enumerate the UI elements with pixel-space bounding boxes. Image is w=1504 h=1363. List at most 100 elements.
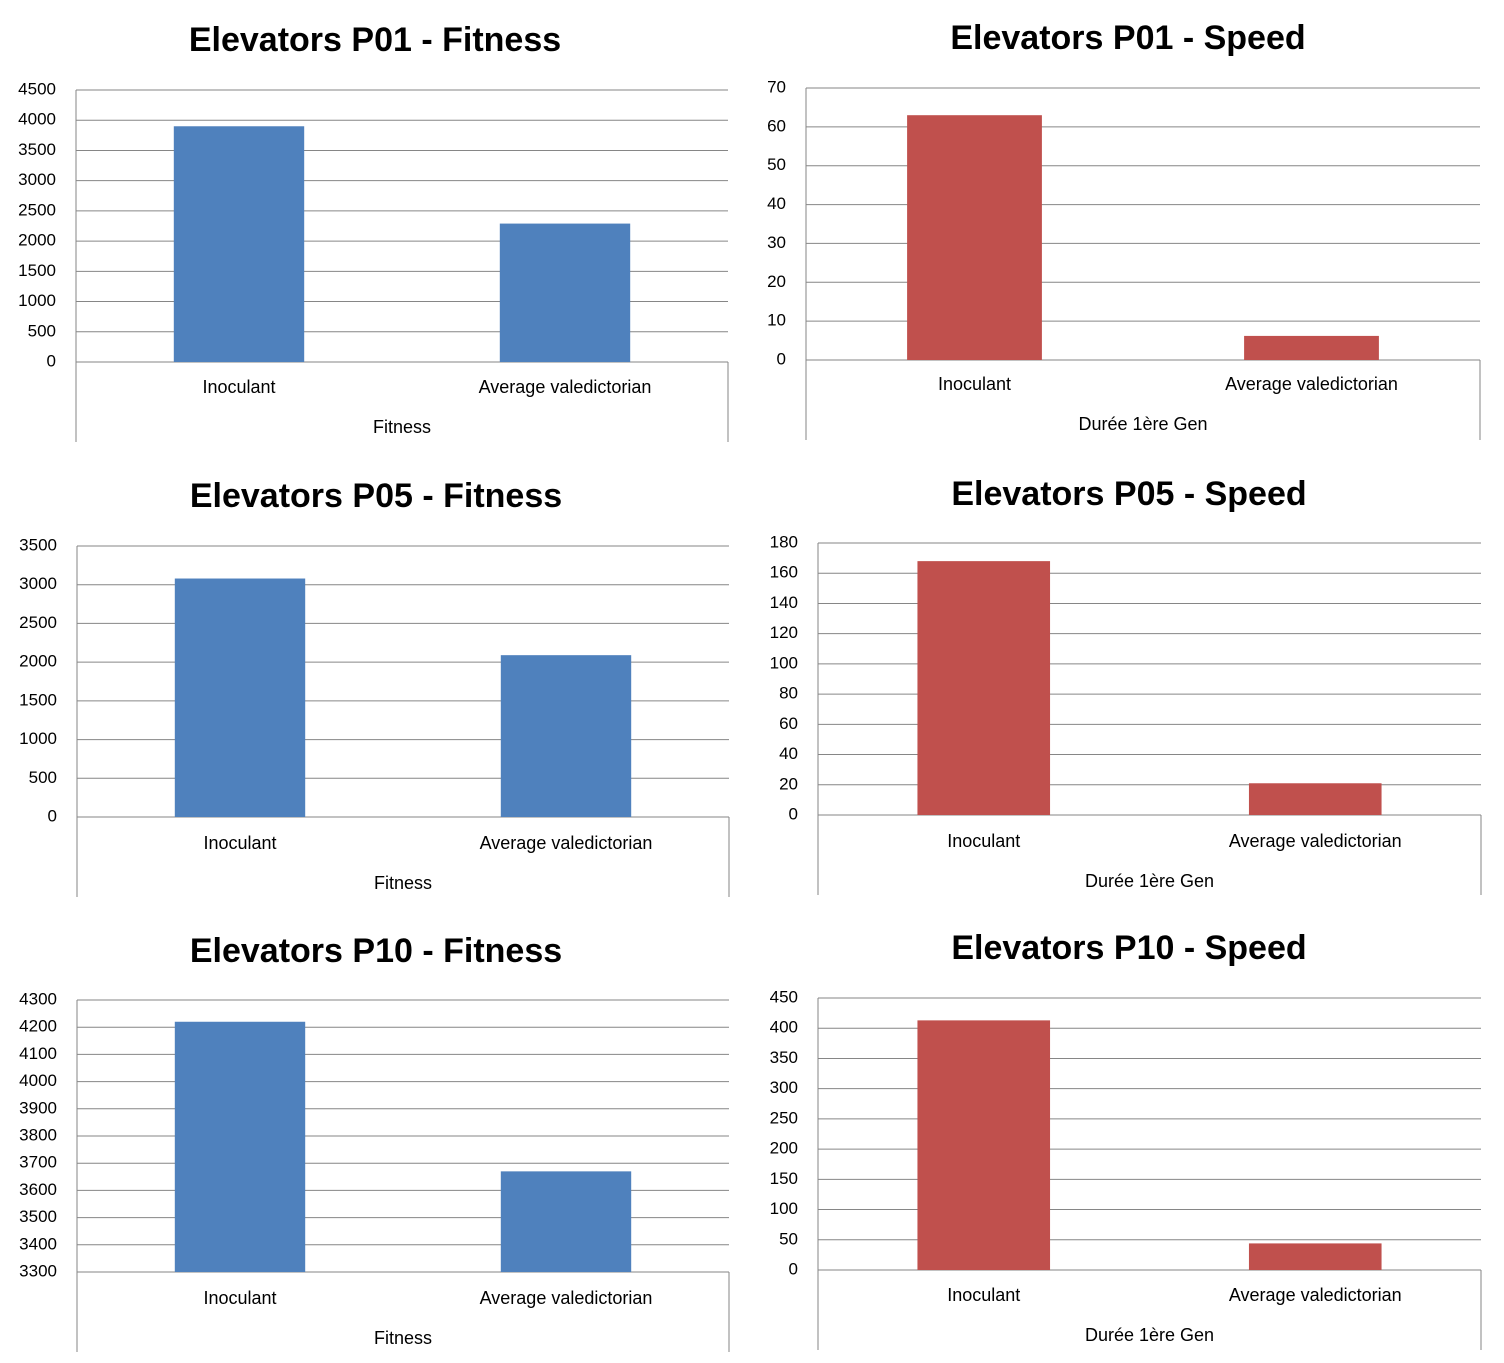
y-tick-label: 60	[767, 116, 786, 135]
category-label: Inoculant	[938, 374, 1011, 394]
chart-title: Elevators P05 - Speed	[951, 475, 1306, 513]
y-tick-label: 0	[48, 806, 57, 825]
bar-average-valedictorian	[500, 655, 632, 817]
category-label: Inoculant	[203, 1288, 276, 1308]
y-tick-label: 2000	[19, 652, 57, 671]
y-tick-label: 1500	[18, 261, 56, 280]
category-label: Inoculant	[203, 833, 276, 853]
category-label: Inoculant	[947, 1285, 1020, 1305]
y-tick-label: 140	[770, 593, 798, 612]
chart-panel-3: Elevators P05 - Fitness 0 500 1000 1500 2000 2…	[19, 477, 730, 897]
y-tick-label: 100	[770, 653, 798, 672]
y-tick-label: 40	[767, 194, 786, 213]
y-tick-label: 70	[767, 77, 786, 96]
y-tick-label: 3600	[19, 1180, 57, 1199]
bar-inoculant	[173, 126, 305, 363]
x-axis-title: Fitness	[374, 873, 432, 893]
y-tick-label: 350	[770, 1048, 798, 1067]
y-tick-label: 50	[779, 1229, 798, 1248]
y-tick-label: 120	[770, 623, 798, 642]
y-tick-label: 400	[770, 1018, 798, 1037]
y-tick-label: 10	[767, 311, 786, 330]
bar-average-valedictorian	[1248, 783, 1382, 815]
chart-panel-1: Elevators P01 - Fitness 0 500 1000 1500 2000 2…	[18, 21, 729, 442]
bar-inoculant	[907, 115, 1042, 360]
category-label: Average valedictorian	[1225, 374, 1398, 394]
y-tick-label: 180	[770, 532, 798, 551]
y-tick-label: 100	[770, 1199, 798, 1218]
bar-average-valedictorian	[499, 223, 631, 362]
y-tick-label: 60	[779, 714, 798, 733]
y-tick-label: 4100	[19, 1044, 57, 1063]
y-tick-label: 3000	[18, 170, 56, 189]
bar-inoculant	[174, 1021, 306, 1272]
x-axis-title: Durée 1ère Gen	[1085, 871, 1214, 891]
y-tick-label: 3000	[19, 574, 57, 593]
category-label: Inoculant	[202, 377, 275, 397]
y-tick-label: 1500	[19, 690, 57, 709]
x-axis-title: Durée 1ère Gen	[1085, 1325, 1214, 1345]
category-label: Average valedictorian	[1229, 1285, 1402, 1305]
y-tick-label: 2000	[18, 231, 56, 250]
category-label: Average valedictorian	[1229, 831, 1402, 851]
y-tick-label: 4200	[19, 1017, 57, 1036]
x-axis-title: Durée 1ère Gen	[1078, 414, 1207, 434]
chart-title: Elevators P10 - Speed	[951, 929, 1306, 967]
y-tick-label: 40	[779, 744, 798, 763]
y-tick-label: 0	[789, 804, 798, 823]
category-label: Inoculant	[947, 831, 1020, 851]
y-tick-label: 0	[47, 351, 56, 370]
y-tick-label: 3500	[19, 1207, 57, 1226]
y-tick-label: 3500	[18, 140, 56, 159]
y-tick-label: 300	[770, 1078, 798, 1097]
x-axis-title: Fitness	[374, 1328, 432, 1348]
y-tick-label: 80	[779, 684, 798, 703]
category-label: Average valedictorian	[480, 1288, 653, 1308]
y-tick-label: 4500	[18, 79, 56, 98]
y-tick-label: 20	[779, 774, 798, 793]
y-tick-label: 450	[770, 987, 798, 1006]
y-tick-label: 20	[767, 272, 786, 291]
x-axis-title: Fitness	[373, 417, 431, 437]
category-label: Average valedictorian	[479, 377, 652, 397]
y-tick-label: 3400	[19, 1234, 57, 1253]
y-tick-label: 2500	[19, 613, 57, 632]
bar-average-valedictorian	[1248, 1243, 1382, 1270]
bar-inoculant	[917, 1020, 1051, 1270]
y-tick-label: 4300	[19, 989, 57, 1008]
y-tick-label: 150	[770, 1169, 798, 1188]
y-tick-label: 1000	[18, 291, 56, 310]
y-tick-label: 3500	[19, 535, 57, 554]
y-tick-label: 0	[789, 1259, 798, 1278]
chart-panel-4: Elevators P05 - Speed 0 20 40 60 80 100 120 140 1…	[770, 475, 1482, 895]
chart-title: Elevators P10 - Fitness	[190, 932, 562, 970]
y-tick-label: 1000	[19, 729, 57, 748]
y-tick-label: 3300	[19, 1261, 57, 1280]
chart-title: Elevators P01 - Speed	[950, 19, 1305, 57]
y-tick-label: 500	[28, 321, 56, 340]
chart-panel-2: Elevators P01 - Speed 0 10 20 30 40 50 60 70 Inoc…	[767, 19, 1481, 440]
y-tick-label: 2500	[18, 200, 56, 219]
y-tick-label: 50	[767, 155, 786, 174]
y-tick-label: 500	[29, 768, 57, 787]
bar-inoculant	[174, 578, 306, 817]
y-tick-label: 0	[777, 349, 786, 368]
y-tick-label: 4000	[19, 1071, 57, 1090]
category-label: Average valedictorian	[480, 833, 653, 853]
chart-panel-6: Elevators P10 - Speed 0 50 100 150 200 250 300 3…	[770, 929, 1482, 1350]
y-tick-label: 160	[770, 563, 798, 582]
bar-average-valedictorian	[500, 1171, 632, 1272]
bar-average-valedictorian	[1244, 335, 1379, 360]
y-tick-label: 4000	[18, 110, 56, 129]
y-tick-label: 30	[767, 233, 786, 252]
chart-panel-5: Elevators P10 - Fitness 3300 3400 3500 3600 3…	[19, 932, 730, 1352]
y-tick-label: 3700	[19, 1153, 57, 1172]
y-tick-label: 3900	[19, 1098, 57, 1117]
chart-title: Elevators P01 - Fitness	[189, 21, 561, 59]
y-tick-label: 3800	[19, 1125, 57, 1144]
bar-inoculant	[917, 561, 1051, 815]
y-tick-label: 250	[770, 1108, 798, 1127]
y-tick-label: 200	[770, 1139, 798, 1158]
chart-title: Elevators P05 - Fitness	[190, 477, 562, 515]
